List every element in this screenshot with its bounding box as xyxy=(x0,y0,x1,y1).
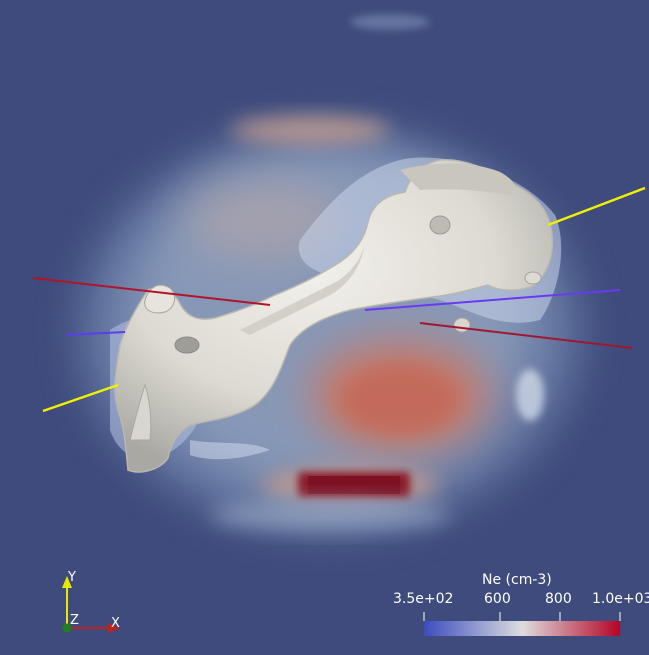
red-line-right xyxy=(419,322,633,349)
ne-isosurface xyxy=(114,159,554,473)
colorbar xyxy=(424,621,620,636)
colorbar-tick-label: 600 xyxy=(484,591,511,607)
colorbar-ticks xyxy=(423,612,621,621)
red-line-left xyxy=(32,277,271,306)
colorbar-tick-label: 3.5e+02 xyxy=(393,591,454,607)
yellow-line-right xyxy=(547,186,646,227)
colorbar-title: Ne (cm-3) xyxy=(482,572,552,588)
y-axis-arrow xyxy=(62,576,72,588)
blue-line-right xyxy=(364,289,621,311)
orientation-axes xyxy=(62,576,120,633)
z-axis-dot xyxy=(62,623,72,633)
blue-line-left xyxy=(65,331,126,336)
field-lines xyxy=(32,186,646,413)
colorbar-tick-label: 1.0e+03 xyxy=(592,591,649,607)
colorbar-tick-label: 800 xyxy=(545,591,572,607)
axis-z-label: Z xyxy=(70,613,79,628)
x-axis-arrow xyxy=(108,623,120,633)
axis-x-label: X xyxy=(111,616,120,631)
yellow-line-left xyxy=(42,383,119,413)
axis-y-label: Y xyxy=(68,570,76,585)
